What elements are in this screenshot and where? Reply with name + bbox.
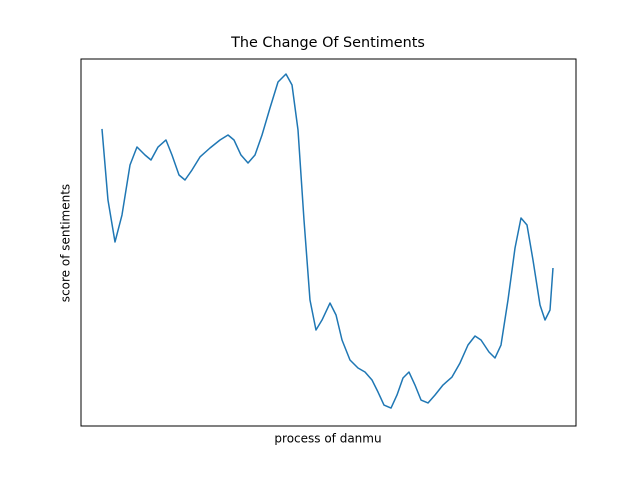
plot-frame: [80, 58, 577, 427]
y-axis-label: score of sentiments: [59, 184, 73, 302]
chart-title: The Change Of Sentiments: [230, 35, 425, 51]
x-axis-label: process of danmu: [274, 432, 381, 446]
line-series: [101, 73, 554, 409]
